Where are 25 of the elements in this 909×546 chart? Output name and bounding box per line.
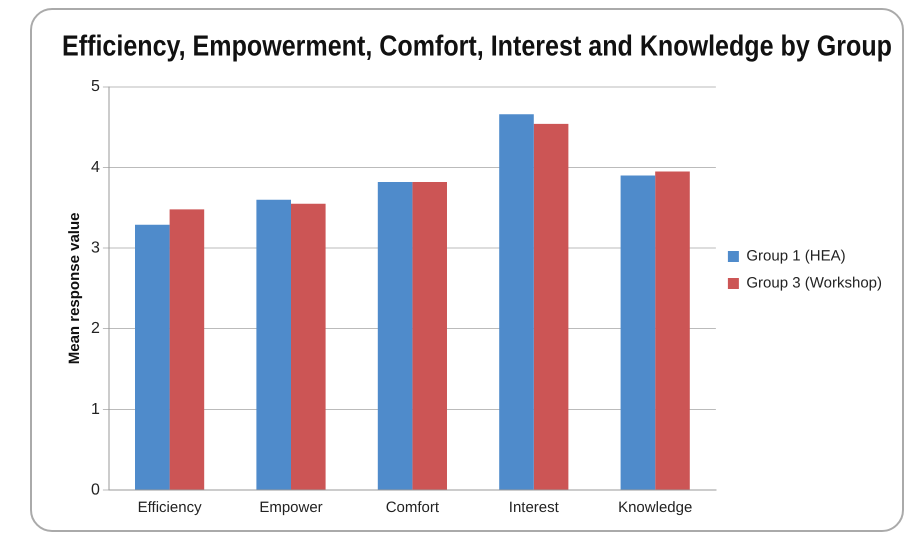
x-tick-label: Comfort (386, 499, 440, 516)
y-tick-label: 5 (90, 78, 100, 96)
y-tick-label: 1 (90, 400, 100, 418)
x-tick-label: Interest (508, 499, 560, 516)
y-tick-label: 0 (90, 481, 100, 498)
legend-label: Group 3 (Workshop) (746, 274, 882, 292)
bar (655, 171, 690, 490)
bar (499, 114, 534, 490)
bar (378, 182, 412, 490)
bar (534, 124, 568, 490)
chart-title: Efficiency, Empowerment, Comfort, Interest and Knowledge by Group (62, 28, 892, 62)
bar (412, 182, 447, 490)
x-tick-label: Knowledge (618, 499, 692, 516)
bar (290, 204, 326, 490)
x-tick-label: Efficiency (138, 499, 202, 516)
x-tick-label: Empower (259, 499, 323, 516)
bar (135, 224, 170, 490)
y-axis-title: Mean response value (66, 212, 84, 364)
bar (170, 209, 204, 490)
legend-label: Group 1 (HEA) (746, 248, 846, 265)
y-tick-label: 2 (90, 320, 100, 338)
bar (256, 200, 291, 490)
bar (620, 176, 656, 490)
y-tick-label: 3 (90, 239, 100, 256)
y-tick-label: 4 (90, 158, 100, 176)
